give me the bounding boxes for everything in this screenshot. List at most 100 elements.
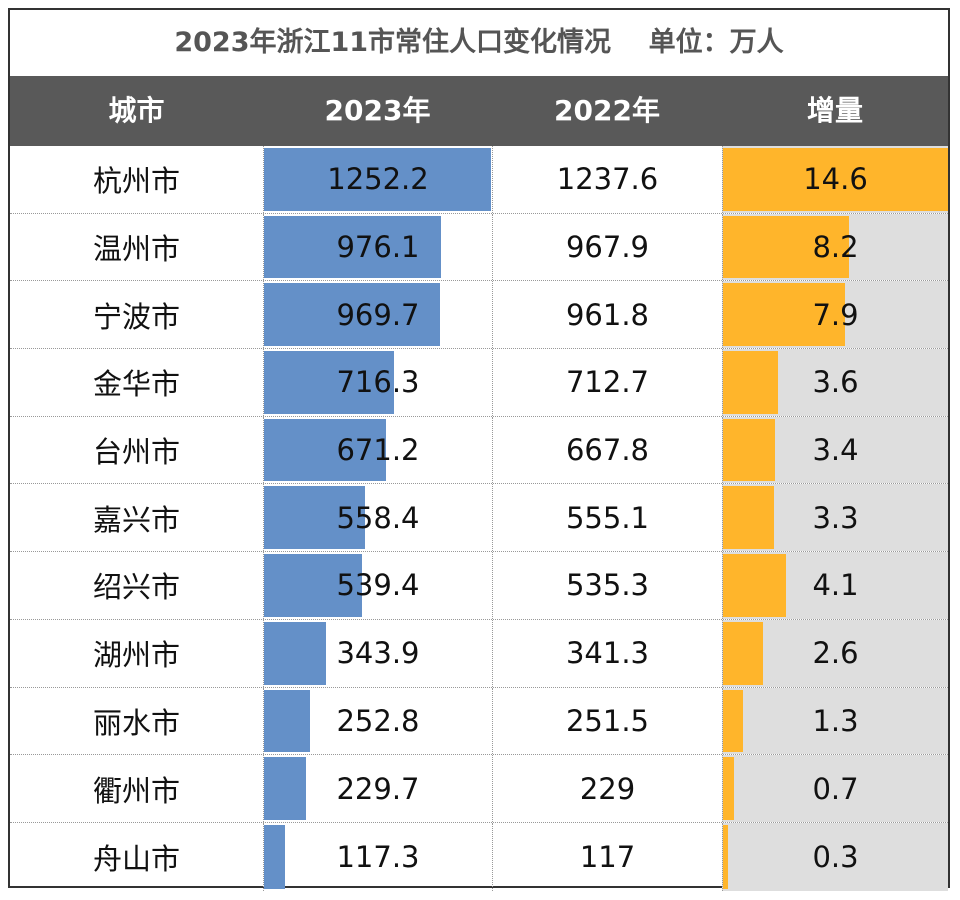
data-bar — [723, 215, 850, 279]
value-2023-cell-value: 558.4 — [336, 500, 420, 535]
city-cell-value: 宁波市 — [92, 299, 180, 334]
value-2022-cell: 535.3 — [492, 552, 722, 619]
data-bar — [723, 486, 774, 550]
value-2022-cell: 967.9 — [492, 213, 722, 281]
value-2023-cell-value: 716.3 — [336, 365, 420, 400]
increase-cell: 7.9 — [722, 281, 948, 349]
city-cell: 舟山市 — [10, 823, 263, 891]
value-2022-cell: 555.1 — [492, 484, 722, 552]
table-row: 丽水市 252.8 251.5 1.3 — [10, 687, 948, 756]
data-bar — [723, 757, 734, 820]
city-cell: 温州市 — [10, 214, 263, 281]
header-2023: 2023年 — [324, 94, 431, 127]
increase-cell-value: 4.1 — [812, 568, 859, 603]
data-bar — [264, 215, 441, 279]
city-cell: 杭州市 — [10, 146, 263, 213]
value-2022-cell-value: 961.8 — [565, 297, 650, 332]
table-row: 舟山市 117.3 117 0.3 — [10, 822, 948, 891]
data-bar — [264, 418, 386, 482]
increase-cell: 3.4 — [722, 416, 948, 484]
value-2022-cell-value: 535.3 — [565, 568, 650, 603]
data-bar — [264, 689, 310, 753]
table-row: 杭州市 1252.2 1237.6 14.6 — [10, 146, 948, 214]
value-2023-cell-value: 229.7 — [336, 771, 420, 806]
value-2023-cell: 558.4 — [263, 484, 492, 552]
data-bar — [723, 689, 744, 753]
city-cell-value: 衢州市 — [92, 773, 180, 808]
city-cell-value: 湖州市 — [92, 638, 180, 673]
value-2023-cell: 976.1 — [263, 213, 492, 281]
data-bar — [264, 351, 394, 414]
increase-cell-value: 7.9 — [812, 297, 859, 332]
value-2022-cell-value: 229 — [579, 771, 636, 806]
table-title: 2023年浙江11市常住人口变化情况 单位：万人 — [174, 27, 784, 58]
value-2023-cell: 229.7 — [263, 755, 492, 822]
data-bar — [723, 554, 787, 617]
value-2023-cell-value: 969.7 — [336, 297, 420, 332]
increase-cell: 4.1 — [722, 552, 948, 619]
city-cell: 金华市 — [10, 349, 263, 416]
value-2022-cell-value: 555.1 — [565, 500, 650, 535]
increase-cell-value: 0.3 — [812, 839, 859, 874]
value-2022-cell-value: 667.8 — [565, 433, 650, 468]
value-2023-cell-value: 976.1 — [336, 230, 420, 265]
data-bar — [723, 283, 845, 347]
city-cell: 台州市 — [10, 417, 263, 484]
increase-cell-value: 3.6 — [812, 365, 859, 400]
city-cell-value: 温州市 — [92, 232, 180, 267]
data-bar — [723, 418, 776, 482]
increase-cell: 2.6 — [722, 619, 948, 687]
data-bar — [723, 351, 779, 414]
value-2022-cell: 667.8 — [492, 416, 722, 484]
value-2022-cell: 341.3 — [492, 619, 722, 687]
value-2023-cell: 1252.2 — [263, 146, 492, 213]
table-body: 杭州市 1252.2 1237.6 14.6 温州市 976.1 967.9 8.2 宁波市 96… — [10, 146, 948, 891]
value-2022-cell: 961.8 — [492, 281, 722, 349]
value-2022-cell: 251.5 — [492, 687, 722, 755]
table-row: 宁波市 969.7 961.8 7.9 — [10, 281, 948, 350]
data-bar — [264, 148, 491, 211]
population-table: 2023年浙江11市常住人口变化情况 单位：万人 城市 2023年 2022年 … — [8, 8, 950, 891]
value-2023-cell: 539.4 — [263, 552, 492, 619]
city-cell: 宁波市 — [10, 281, 263, 348]
value-2023-cell: 343.9 — [263, 619, 492, 687]
city-cell-value: 丽水市 — [92, 705, 180, 740]
value-2022-cell: 712.7 — [492, 349, 722, 416]
table-row: 湖州市 343.9 341.3 2.6 — [10, 619, 948, 688]
data-bar — [723, 148, 948, 211]
increase-cell: 0.3 — [722, 822, 948, 891]
table-row: 台州市 671.2 667.8 3.4 — [10, 416, 948, 485]
table-row: 绍兴市 539.4 535.3 4.1 — [10, 552, 948, 620]
value-2022-cell: 229 — [492, 755, 722, 822]
city-cell-value: 金华市 — [92, 367, 180, 402]
value-2022-cell-value: 251.5 — [565, 703, 650, 738]
header-city: 城市 — [108, 94, 165, 127]
increase-cell: 8.2 — [722, 213, 948, 281]
increase-cell: 0.7 — [722, 755, 948, 822]
table-row: 嘉兴市 558.4 555.1 3.3 — [10, 484, 948, 553]
table-row: 温州市 976.1 967.9 8.2 — [10, 213, 948, 282]
value-2023-cell: 671.2 — [263, 416, 492, 484]
value-2023-cell-value: 117.3 — [336, 839, 420, 874]
data-bar — [723, 621, 764, 685]
value-2023-cell: 969.7 — [263, 281, 492, 349]
city-cell: 衢州市 — [10, 755, 263, 822]
value-2022-cell: 1237.6 — [492, 146, 722, 213]
table-row: 衢州市 229.7 229 0.7 — [10, 755, 948, 823]
increase-cell: 1.3 — [722, 687, 948, 755]
value-2023-cell: 252.8 — [263, 687, 492, 755]
data-bar — [723, 824, 728, 889]
data-bar — [264, 283, 440, 347]
increase-cell: 3.3 — [722, 484, 948, 552]
header-row: 城市 2023年 2022年 增量 — [10, 76, 948, 146]
data-bar — [264, 757, 306, 820]
city-cell-value: 台州市 — [92, 435, 180, 470]
value-2023-cell-value: 252.8 — [336, 703, 420, 738]
data-bar — [264, 621, 327, 685]
value-2023-cell-value: 343.9 — [336, 636, 420, 671]
increase-cell-value: 0.7 — [812, 771, 859, 806]
value-2022-cell-value: 341.3 — [565, 636, 650, 671]
city-cell-value: 杭州市 — [92, 164, 180, 199]
increase-cell-value: 3.3 — [812, 500, 859, 535]
value-2023-cell: 117.3 — [263, 822, 492, 891]
